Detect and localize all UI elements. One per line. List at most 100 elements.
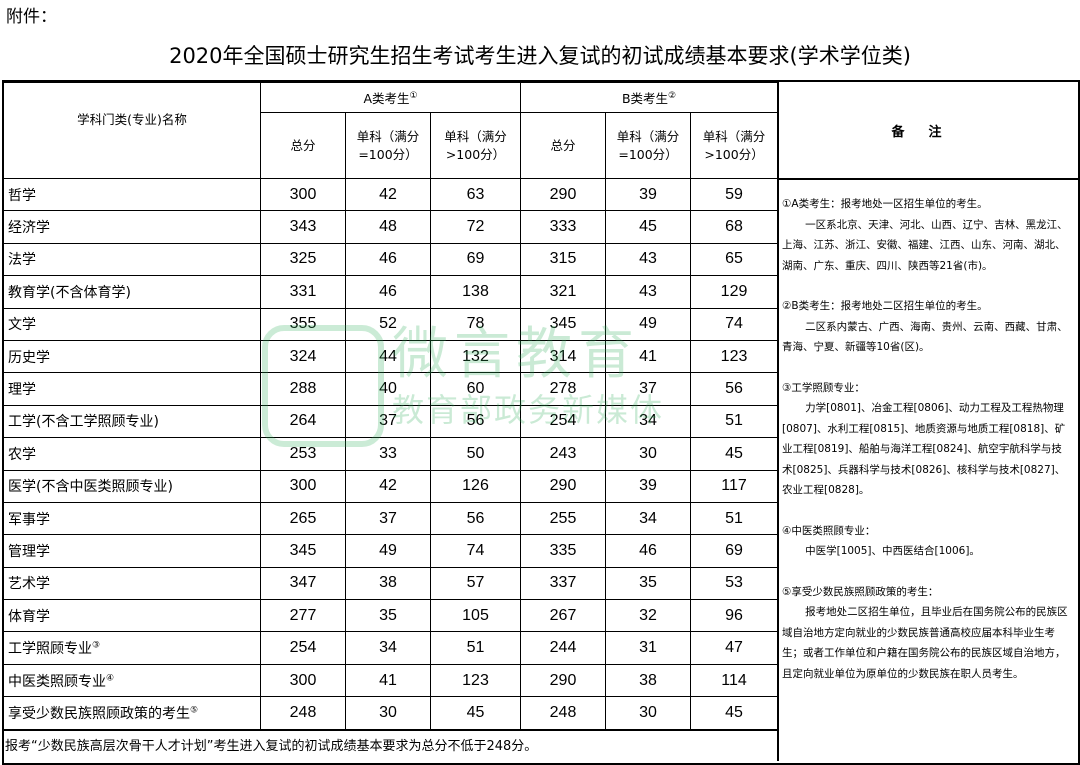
b-score-single100: 30: [605, 437, 692, 471]
subject-name-text: 文学: [8, 317, 36, 334]
table-row: 医学(不含中医类照顾专业) 300 42 126 290 39 117: [3, 469, 779, 503]
subject-name-text: 管理学: [8, 543, 50, 560]
a-score-single100: 41: [345, 663, 431, 698]
subject-name: 经济学: [3, 210, 261, 244]
a-score-total: 347: [260, 566, 346, 601]
a-score-total: 324: [260, 339, 346, 374]
subject-name-text: 军事学: [8, 511, 50, 528]
a-score-single100: 42: [345, 469, 431, 503]
a-score-single100: 34: [345, 631, 431, 665]
b-score-single100: 38: [605, 663, 692, 698]
subject-name: 教育学(不含体育学): [3, 275, 261, 309]
a-score-total: 300: [260, 469, 346, 503]
subject-name-text: 艺术学: [8, 576, 50, 593]
table-row: 管理学 345 49 74 335 46 69: [3, 534, 779, 568]
footnote-mark: ③: [92, 640, 101, 651]
b-score-singlegt100: 47: [690, 631, 779, 665]
subject-name: 理学: [3, 372, 261, 406]
subject-name-text: 哲学: [8, 187, 36, 204]
a-score-total: 300: [260, 663, 346, 698]
a-score-total: 343: [260, 210, 346, 244]
a-score-total: 253: [260, 437, 346, 471]
a-score-single100: 46: [345, 275, 431, 309]
a-score-total: 288: [260, 372, 346, 406]
b-score-single100: 35: [605, 566, 692, 601]
b-score-singlegt100: 69: [690, 534, 779, 568]
b-score-singlegt100: 45: [690, 437, 779, 471]
table-row: 享受少数民族照顾政策的考生⑤ 248 30 45 248 30 45: [3, 696, 779, 730]
a-score-single100: 37: [345, 404, 431, 439]
b-score-total: 337: [520, 566, 607, 601]
subject-name: 文学: [3, 307, 261, 341]
a-score-total: 355: [260, 307, 346, 341]
footnote-mark: ④: [106, 672, 115, 683]
b-score-total: 345: [520, 307, 607, 341]
a-score-singlegt100: 132: [429, 339, 522, 374]
a-single100-header: 单科（满分=100分）: [345, 112, 431, 179]
subject-name: 哲学: [3, 177, 261, 212]
a-score-total: 300: [260, 177, 346, 212]
b-score-single100: 45: [605, 210, 692, 244]
notes-column: 备注 ①A类考生：报考地处一区招生单位的考生。 一区系北京、天津、河北、山西、辽宁…: [777, 82, 1078, 761]
b-score-total: 248: [520, 696, 607, 730]
subject-name: 工学(不含工学照顾专业): [3, 404, 261, 439]
table-row: 工学照顾专业③ 254 34 51 244 31 47: [3, 631, 779, 665]
subject-name-text: 中医类照顾专业: [8, 673, 106, 690]
subject-name-text: 法学: [8, 252, 36, 269]
b-score-total: 254: [520, 404, 607, 439]
table-row: 教育学(不含体育学) 331 46 138 321 43 129: [3, 275, 779, 309]
subject-header: 学科门类(专业)名称: [3, 82, 261, 179]
b-total-header: 总分: [520, 112, 607, 179]
note-body: 中医学[1005]、中西医结合[1006]。: [805, 545, 980, 557]
b-score-single100: 32: [605, 599, 692, 633]
subject-name: 管理学: [3, 534, 261, 568]
b-score-singlegt100: 123: [690, 339, 779, 374]
a-score-singlegt100: 56: [429, 404, 522, 439]
group-a-label: A类考生: [363, 91, 410, 107]
a-score-singlegt100: 138: [429, 275, 522, 309]
table-row: 哲学 300 42 63 290 39 59: [3, 177, 779, 212]
a-score-single100: 37: [345, 501, 431, 536]
b-score-singlegt100: 68: [690, 210, 779, 244]
b-score-single100: 39: [605, 469, 692, 503]
note-head: ②B类考生：报考地处二区招生单位的考生。: [782, 300, 988, 312]
note-body: 二区系内蒙古、广西、海南、贵州、云南、西藏、甘肃、青海、宁夏、新疆等10省(区)…: [782, 320, 1068, 354]
table-row: 历史学 324 44 132 314 41 123: [3, 339, 779, 374]
b-score-single100: 34: [605, 404, 692, 439]
a-score-single100: 35: [345, 599, 431, 633]
b-score-total: 321: [520, 275, 607, 309]
b-score-single100: 49: [605, 307, 692, 341]
subject-name: 法学: [3, 242, 261, 277]
subject-name: 历史学: [3, 339, 261, 374]
a-score-total: 254: [260, 631, 346, 665]
a-score-single100: 40: [345, 372, 431, 406]
b-score-total: 314: [520, 339, 607, 374]
b-score-total: 333: [520, 210, 607, 244]
b-score-single100: 46: [605, 534, 692, 568]
b-score-single100: 37: [605, 372, 692, 406]
table-row: 法学 325 46 69 315 43 65: [3, 242, 779, 277]
b-score-singlegt100: 51: [690, 501, 779, 536]
subject-name-text: 教育学(不含体育学): [8, 284, 131, 301]
page-title: 2020年全国硕士研究生招生考试考生进入复试的初试成绩基本要求(学术学位类): [169, 44, 911, 68]
group-b-header: B类考生②: [520, 82, 779, 113]
a-score-single100: 52: [345, 307, 431, 341]
b-score-single100: 41: [605, 339, 692, 374]
subject-name-text: 医学(不含中医类照顾专业): [8, 479, 173, 496]
b-score-total: 315: [520, 242, 607, 277]
b-score-total: 267: [520, 599, 607, 633]
subject-name: 享受少数民族照顾政策的考生⑤: [3, 696, 261, 730]
a-score-singlegt100: 123: [429, 663, 522, 698]
subject-name: 艺术学: [3, 566, 261, 601]
a-score-single100: 44: [345, 339, 431, 374]
a-score-total: 277: [260, 599, 346, 633]
note-body: 报考地处二区招生单位，且毕业后在国务院公布的民族区域自治地方定向就业的少数民族普…: [782, 606, 1068, 680]
subject-name: 农学: [3, 437, 261, 471]
note-item: ⑤享受少数民族照顾政策的考生： 报考地处二区招生单位，且毕业后在国务院公布的民族区…: [782, 582, 1072, 685]
table-row: 农学 253 33 50 243 30 45: [3, 437, 779, 471]
b-score-total: 290: [520, 663, 607, 698]
b-score-total: 290: [520, 177, 607, 212]
subject-name: 工学照顾专业③: [3, 631, 261, 665]
note-head: ⑤享受少数民族照顾政策的考生：: [782, 585, 939, 598]
a-score-single100: 46: [345, 242, 431, 277]
